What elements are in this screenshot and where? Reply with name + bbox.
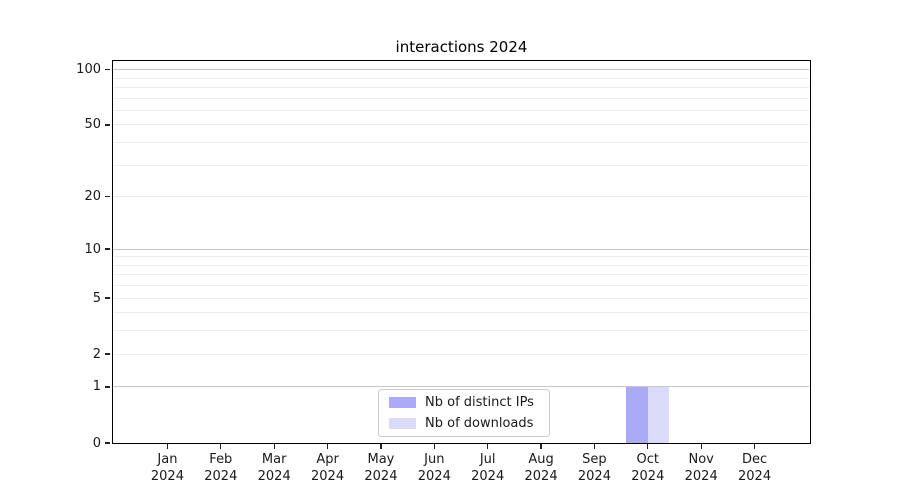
x-tick-label: Aug 2024 [509,451,573,485]
x-tick-year: 2024 [150,469,184,484]
y-gridline-major [113,69,809,71]
x-tick-year: 2024 [524,469,558,484]
y-gridline-minor [113,124,809,126]
x-tick-year: 2024 [204,469,238,484]
x-tick [273,443,275,449]
y-tick-label: 2 [92,346,101,362]
y-gridline-minor [113,285,809,287]
x-tick-year: 2024 [471,469,505,484]
legend: Nb of distinct IPs Nb of downloads [378,389,550,437]
y-tick [105,386,110,388]
x-tick-label: Dec 2024 [723,451,787,485]
x-tick-label: Apr 2024 [296,451,360,485]
x-tick-year: 2024 [738,469,772,484]
y-gridline-minor [113,330,809,332]
y-gridline-minor [113,77,809,79]
y-gridline-minor [113,297,809,299]
y-tick-label: 50 [84,117,101,133]
x-tick [753,443,756,449]
x-tick-month: Nov [688,452,714,467]
x-tick [540,443,542,449]
y-tick [105,196,110,198]
x-tick-label: Sep 2024 [562,451,626,485]
legend-swatch-icon [389,418,416,430]
x-tick-label: Jul 2024 [456,451,520,485]
x-tick-label: Feb 2024 [189,451,253,485]
y-gridline-minor [113,312,809,314]
y-tick-label: 20 [84,189,101,205]
y-tick-label: 100 [76,62,101,78]
y-gridline-minor [113,109,809,111]
y-gridline-minor [113,274,809,276]
bar-downloads-oct [647,386,670,443]
y-tick [105,353,110,355]
plot-area: 0 1 2 5 10 20 50 100 Jan 2024 Feb 2024 Mar 2024 Apr 202… [76,60,811,484]
y-tick-label: 10 [84,241,101,257]
x-tick-month: Jun [424,452,445,467]
x-tick [593,443,596,449]
y-tick [105,248,110,250]
y-tick [105,124,110,126]
y-gridline-minor [113,142,809,144]
bar-distinct-ips-oct [626,386,648,443]
y-gridline-minor [113,97,809,99]
y-tick [105,68,110,71]
y-gridline-minor [113,196,809,198]
x-tick-month: Mar [261,452,287,467]
x-tick-label: Nov 2024 [669,451,733,485]
x-tick-year: 2024 [311,469,345,484]
x-tick-month: Jul [479,452,496,467]
x-tick-month: Feb [209,452,233,467]
legend-swatch-icon [389,396,416,408]
x-tick [647,443,649,449]
legend-item: Nb of distinct IPs [379,393,549,411]
x-tick-month: Aug [528,452,554,467]
y-tick-label: 0 [92,435,101,451]
x-tick-label: Oct 2024 [616,451,680,485]
x-tick-month: Oct [636,452,660,467]
x-tick-month: May [367,452,395,467]
legend-label: Nb of distinct IPs [425,394,534,410]
x-tick-year: 2024 [684,469,718,484]
x-tick [326,443,329,449]
chart-title: interactions 2024 [395,38,528,56]
x-tick-month: Jan [157,452,178,467]
x-tick-month: Apr [316,452,339,467]
y-gridline-minor [113,164,809,166]
x-tick-year: 2024 [577,469,611,484]
x-tick [487,443,489,449]
x-tick-label: May 2024 [349,451,413,485]
x-tick-year: 2024 [257,469,291,484]
x-tick-label: Mar 2024 [242,451,306,485]
x-tick [380,443,382,449]
x-tick [700,443,702,449]
x-tick-year: 2024 [417,469,451,484]
legend-item: Nb of downloads [379,415,549,433]
y-tick-label: 5 [92,290,101,306]
x-tick [220,443,222,449]
x-tick-year: 2024 [631,469,665,484]
legend-label: Nb of downloads [425,416,534,432]
x-tick-label: Jan 2024 [135,451,199,485]
y-gridline-minor [113,256,809,258]
y-gridline-minor [113,86,809,88]
y-tick [105,442,110,444]
y-gridline-minor [113,353,809,355]
y-tick-label: 1 [92,379,101,395]
x-tick [166,443,169,449]
y-gridline-major [113,248,809,250]
x-tick-month: Sep [582,452,607,467]
x-tick-year: 2024 [364,469,398,484]
y-tick [105,297,110,299]
x-tick-month: Dec [741,452,768,467]
y-gridline-minor [113,264,809,266]
x-tick-label: Jun 2024 [402,451,466,485]
y-gridline-major [113,386,809,388]
x-tick [433,443,435,449]
